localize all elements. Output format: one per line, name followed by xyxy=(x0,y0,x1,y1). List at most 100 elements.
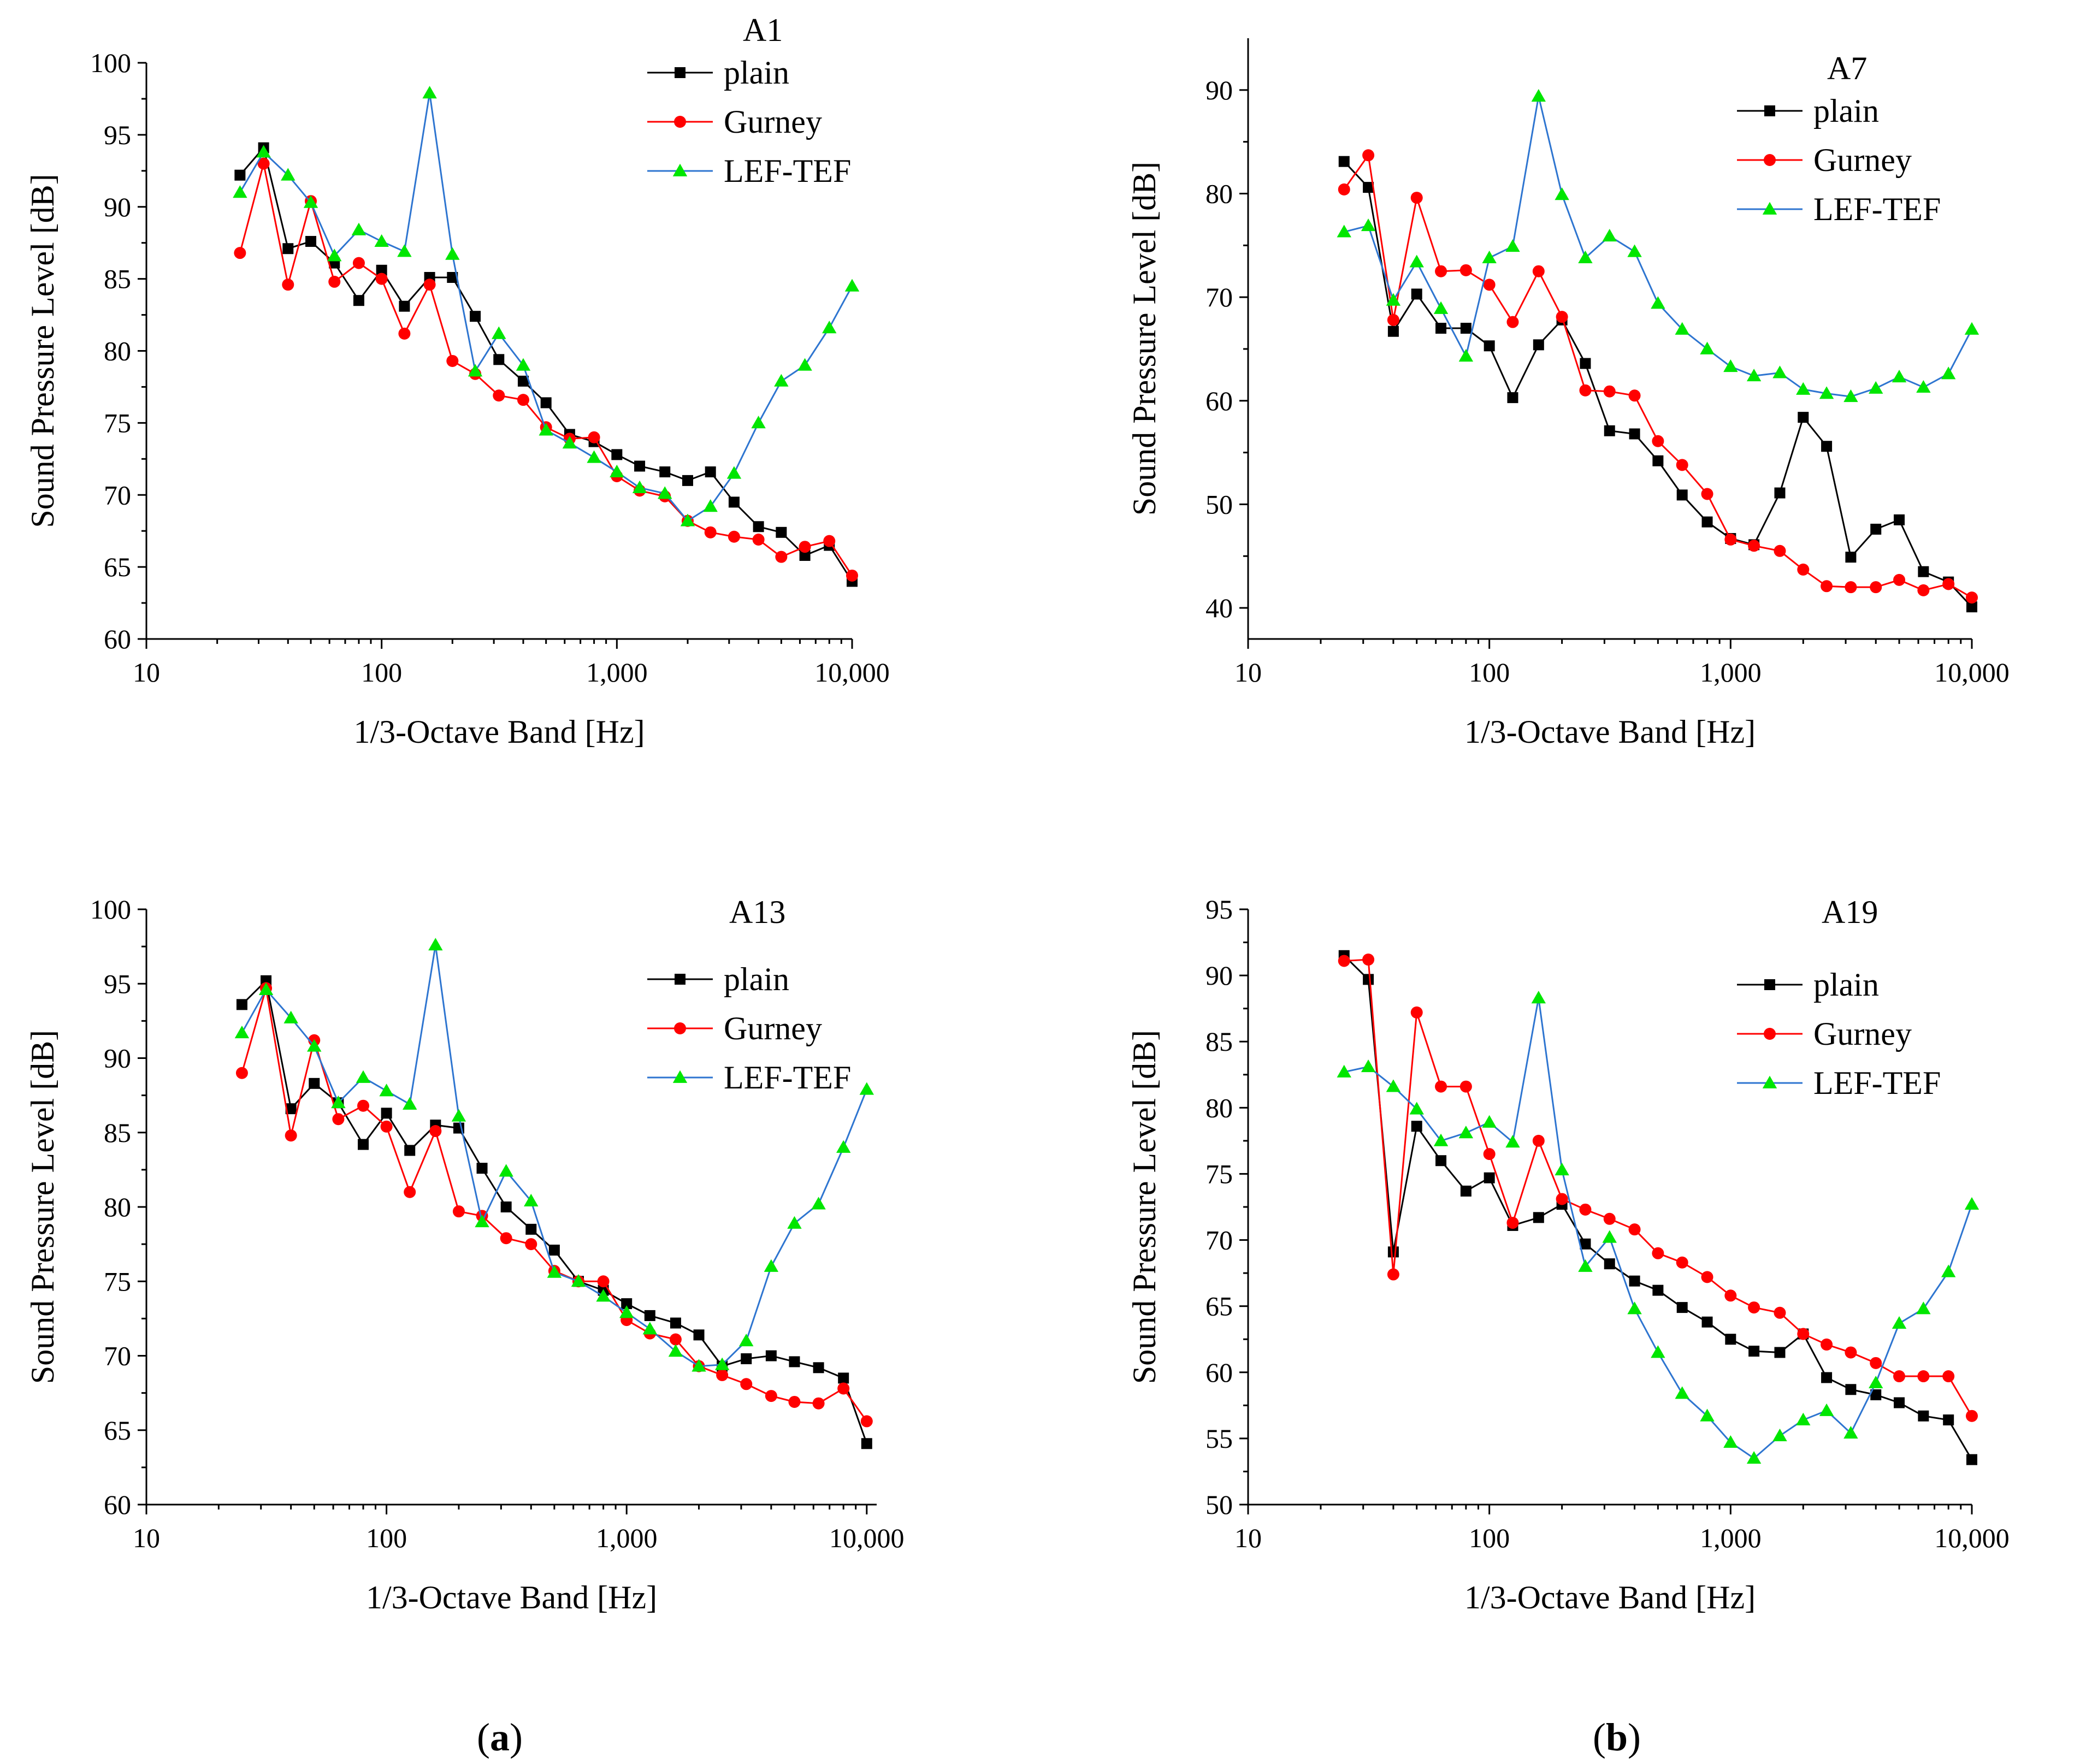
data-point-gurney xyxy=(1652,435,1664,447)
data-point-plain xyxy=(1411,288,1422,300)
data-point-gurney xyxy=(1338,183,1350,196)
legend-marker-lef-tef xyxy=(672,163,688,176)
data-point-gurney xyxy=(285,1129,297,1142)
data-point-lef-tef xyxy=(787,1216,802,1229)
data-point-gurney xyxy=(1774,544,1786,557)
legend-label-lef-tef: LEF-TEF xyxy=(1813,1065,1941,1101)
data-point-gurney xyxy=(1701,488,1713,500)
legend-marker-gurney xyxy=(1764,1028,1776,1040)
legend: plain Gurney LEF-TEF xyxy=(1737,967,1941,1101)
data-point-lef-tef xyxy=(1892,369,1907,383)
x-tick-label: 10 xyxy=(1234,1523,1262,1553)
data-point-gurney xyxy=(234,247,246,259)
x-axis-title: 1/3-Octave Band [Hz] xyxy=(353,714,645,750)
data-point-plain xyxy=(540,397,552,409)
data-point-gurney xyxy=(860,1415,873,1428)
data-point-gurney xyxy=(1459,264,1472,276)
legend-label-plain: plain xyxy=(724,961,789,997)
data-point-plain xyxy=(838,1372,849,1384)
y-tick-label: 95 xyxy=(104,968,131,999)
y-tick-label: 80 xyxy=(104,1192,131,1222)
legend-marker-gurney xyxy=(674,116,686,128)
series-gurney xyxy=(1338,149,1978,604)
data-point-gurney xyxy=(1362,149,1375,162)
data-point-lef-tef xyxy=(1700,341,1715,354)
data-point-lef-tef xyxy=(1578,1259,1593,1272)
chart-panel-a19: 50 55 60 65 70 75 80 85 90 95 10 100 1,000 10,000 1/3-… xyxy=(1126,894,2010,1615)
data-point-gurney xyxy=(1435,265,1447,277)
data-point-lef-tef xyxy=(524,1193,539,1206)
data-point-plain xyxy=(1629,1275,1640,1287)
data-point-lef-tef xyxy=(571,1274,586,1287)
data-point-gurney xyxy=(1532,1134,1545,1147)
data-point-plain xyxy=(1652,1284,1664,1296)
data-point-lef-tef xyxy=(1892,1316,1907,1329)
data-point-gurney xyxy=(1556,311,1568,323)
data-point-lef-tef xyxy=(331,1096,346,1109)
y-tick-label: 80 xyxy=(1205,1092,1233,1123)
caption-a-letter: a xyxy=(490,1715,510,1759)
data-point-plain xyxy=(1676,489,1688,501)
data-point-gurney xyxy=(493,389,505,402)
data-point-lef-tef xyxy=(475,1215,489,1228)
data-point-plain xyxy=(476,1163,488,1174)
data-point-gurney xyxy=(1676,1256,1688,1269)
y-tick-label: 40 xyxy=(1205,593,1233,623)
data-point-plain xyxy=(404,1145,416,1156)
data-point-lef-tef xyxy=(1869,1375,1883,1389)
data-point-plain xyxy=(741,1353,752,1364)
data-point-plain xyxy=(611,449,623,460)
data-point-plain xyxy=(305,236,317,247)
data-point-gurney xyxy=(837,1382,850,1395)
y-tick-label: 60 xyxy=(1205,386,1233,416)
data-point-gurney xyxy=(1774,1306,1786,1319)
x-axis-title: 1/3-Octave Band [Hz] xyxy=(1464,714,1756,750)
data-point-lef-tef xyxy=(1819,1403,1834,1416)
data-point-lef-tef xyxy=(1458,1126,1474,1139)
series-lef-tef xyxy=(1337,991,1979,1464)
x-tick-label: 100 xyxy=(1469,657,1510,688)
data-point-plain xyxy=(765,1350,777,1362)
y-tick-label: 90 xyxy=(104,192,131,222)
data-point-gurney xyxy=(1435,1080,1447,1093)
data-point-gurney xyxy=(1724,533,1737,546)
data-point-gurney xyxy=(1506,1217,1519,1229)
series-plain xyxy=(234,142,858,587)
data-point-gurney xyxy=(1628,389,1641,402)
data-point-plain xyxy=(861,1438,872,1449)
y-tick-label: 75 xyxy=(1205,1158,1233,1189)
data-point-lef-tef xyxy=(547,1265,562,1278)
data-point-lef-tef xyxy=(1337,1064,1351,1078)
legend-label-lef-tef: LEF-TEF xyxy=(1813,191,1941,227)
series-lef-tef xyxy=(1337,89,1979,402)
x-tick-label: 100 xyxy=(1469,1523,1510,1553)
data-point-plain xyxy=(682,475,693,486)
y-tick-label: 90 xyxy=(1205,75,1233,105)
y-tick-label: 65 xyxy=(104,1415,131,1446)
data-point-lef-tef xyxy=(1723,1435,1738,1448)
data-point-plain xyxy=(1460,323,1472,334)
caption-a: (a) xyxy=(477,1715,523,1759)
data-point-gurney xyxy=(1917,1370,1930,1383)
data-point-gurney xyxy=(1483,279,1496,291)
data-point-plain xyxy=(357,1139,369,1150)
data-point-plain xyxy=(799,550,811,561)
data-point-lef-tef xyxy=(1964,1197,1979,1210)
data-point-plain xyxy=(309,1078,320,1089)
data-point-plain xyxy=(1387,325,1399,337)
y-tick-label: 100 xyxy=(90,48,131,78)
data-point-lef-tef xyxy=(1386,293,1401,306)
data-point-gurney xyxy=(740,1378,753,1390)
data-point-plain xyxy=(634,460,646,472)
data-point-lef-tef xyxy=(632,480,647,493)
y-tick-label: 60 xyxy=(1205,1357,1233,1388)
data-point-plain xyxy=(1966,1454,1977,1465)
data-point-gurney xyxy=(1483,1148,1496,1161)
data-point-gurney xyxy=(1821,1338,1833,1351)
data-point-lef-tef xyxy=(1409,1102,1424,1115)
data-point-plain xyxy=(1774,487,1786,499)
data-point-plain xyxy=(1484,340,1495,352)
x-tick-label: 10 xyxy=(133,1523,160,1553)
y-axis-title: Sound Pressure Level [dB] xyxy=(25,1030,61,1384)
